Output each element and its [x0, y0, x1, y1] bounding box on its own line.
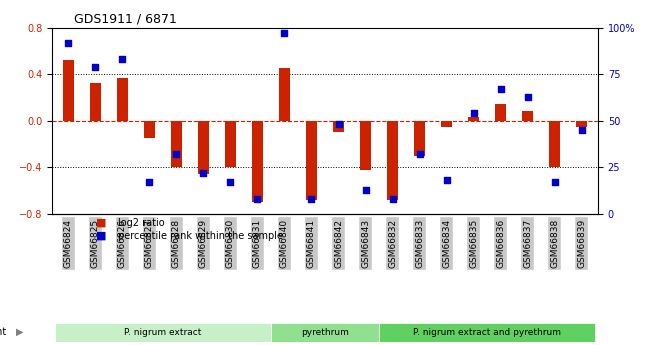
Text: agent: agent: [0, 327, 6, 337]
FancyBboxPatch shape: [271, 323, 379, 342]
Point: [387, 196, 398, 202]
Bar: [306, 121, 317, 200]
Bar: [279, 68, 290, 121]
Point: [225, 179, 235, 185]
Point: [441, 178, 452, 183]
Point: [333, 122, 344, 127]
Bar: [144, 121, 155, 138]
Point: [577, 127, 587, 133]
Bar: [523, 111, 533, 121]
Bar: [333, 121, 344, 132]
Bar: [414, 121, 425, 156]
Text: log2 ratio: log2 ratio: [118, 218, 164, 228]
Text: GDS1911 / 6871: GDS1911 / 6871: [74, 12, 177, 25]
Bar: [495, 105, 506, 121]
Point: [549, 179, 560, 185]
Bar: [360, 121, 371, 170]
Text: P. nigrum extract and pyrethrum: P. nigrum extract and pyrethrum: [413, 327, 561, 337]
Point: [415, 151, 425, 157]
Text: ■: ■: [96, 231, 106, 241]
Bar: [225, 121, 236, 167]
Bar: [252, 121, 263, 202]
Bar: [577, 121, 587, 127]
Point: [360, 187, 370, 193]
Point: [90, 64, 101, 69]
Point: [306, 196, 317, 202]
Text: P. nigrum extract: P. nigrum extract: [124, 327, 202, 337]
FancyBboxPatch shape: [379, 323, 595, 342]
Point: [252, 196, 263, 202]
Bar: [441, 121, 452, 127]
Bar: [117, 78, 127, 121]
Bar: [468, 117, 479, 121]
Point: [495, 86, 506, 92]
Point: [280, 30, 290, 36]
Point: [63, 40, 73, 45]
Point: [469, 110, 479, 116]
Point: [198, 170, 209, 176]
Text: pyrethrum: pyrethrum: [301, 327, 349, 337]
Point: [171, 151, 181, 157]
Bar: [549, 121, 560, 167]
Point: [117, 57, 127, 62]
Bar: [198, 121, 209, 174]
Bar: [63, 60, 73, 121]
Point: [144, 179, 155, 185]
FancyBboxPatch shape: [55, 323, 271, 342]
Text: ▶: ▶: [16, 327, 24, 337]
Bar: [171, 121, 182, 167]
Text: ■: ■: [96, 218, 106, 228]
Bar: [90, 83, 101, 121]
Point: [523, 94, 533, 99]
Bar: [387, 121, 398, 200]
Text: percentile rank within the sample: percentile rank within the sample: [118, 231, 283, 241]
